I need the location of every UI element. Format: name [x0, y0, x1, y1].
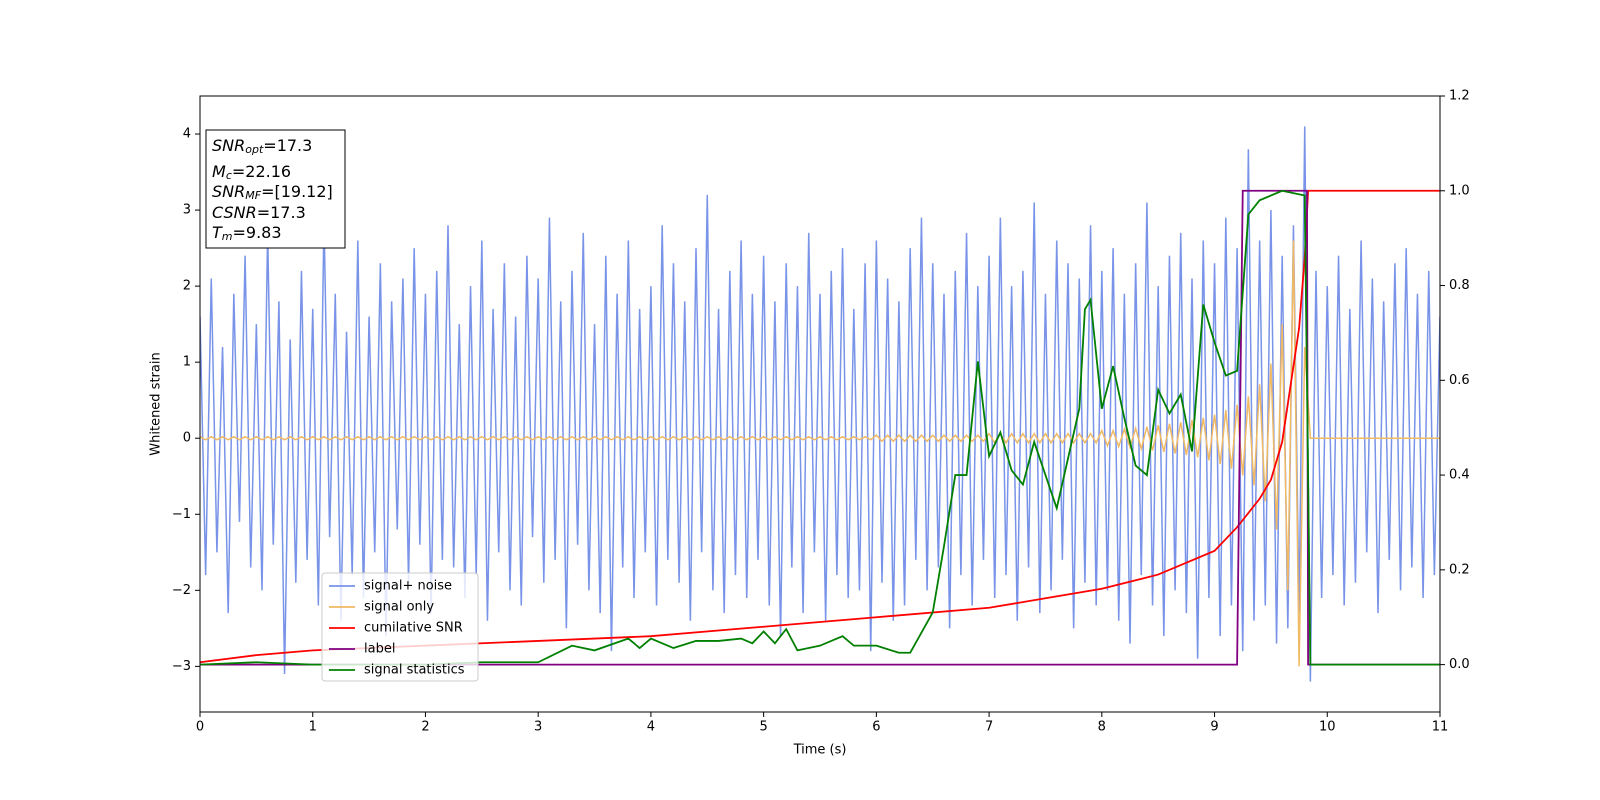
x-tick-label: 9: [1210, 720, 1218, 735]
y2-tick-label: 0.6: [1449, 373, 1470, 388]
legend-label: signal statistics: [364, 663, 465, 678]
annotation: SNRMF=[19.12]: [212, 182, 333, 203]
legend-label: label: [364, 642, 395, 657]
annotation-subscript: opt: [245, 143, 264, 156]
x-tick-label: 11: [1432, 720, 1449, 735]
x-tick-label: 0: [196, 720, 204, 735]
x-tick-label: 2: [421, 720, 429, 735]
x-axis-label: Time (s): [793, 743, 847, 758]
x-tick-label: 10: [1319, 720, 1336, 735]
series-line: [200, 189, 1440, 666]
plot-area: [200, 126, 1440, 682]
x-tick-label: 5: [759, 720, 767, 735]
legend: signal+ noise signal only cumilative SNR la…: [321, 572, 479, 682]
y-tick-label: 0: [183, 431, 191, 446]
annotation-frame: [205, 129, 346, 249]
y2-tick-label: 1.0: [1449, 183, 1470, 198]
y-tick-label: 3: [183, 203, 191, 218]
annotation-symbol: M: [212, 162, 226, 181]
annotation-subscript: MF: [245, 189, 261, 202]
annotation-subscript: c: [226, 169, 232, 182]
x-tick-label: 6: [872, 720, 880, 735]
series-line: [200, 126, 1440, 682]
annotation: SNRopt=17.3: [212, 136, 312, 157]
legend-label: signal only: [364, 600, 434, 615]
y-tick-label: 4: [183, 127, 191, 142]
series-line: [200, 189, 1440, 664]
annotation: CSNR=17.3: [212, 203, 306, 222]
annotation-symbol: SNR: [212, 182, 245, 201]
y2-tick-label: 0.4: [1449, 468, 1470, 483]
annotation-subscript: m: [222, 230, 233, 243]
plot-frame: [199, 95, 1441, 713]
legend-frame: [321, 572, 479, 682]
legend-label: cumilative SNR: [364, 621, 463, 636]
y2-tick-label: 0.8: [1449, 278, 1470, 293]
annotation-value: =22.16: [232, 162, 291, 181]
y-tick-label: 1: [183, 355, 191, 370]
annotation-value: =17.3: [257, 203, 306, 222]
x-tick-label: 7: [985, 720, 993, 735]
x-tick-label: 8: [1098, 720, 1106, 735]
x-tick-label: 3: [534, 720, 542, 735]
x-tick-label: 4: [647, 720, 655, 735]
annotation: Mc=22.16: [212, 162, 291, 183]
annotation: Tm=9.83: [212, 223, 282, 244]
y-axis-label: Whitened strain: [149, 352, 164, 455]
y-tick-label: −3: [172, 659, 191, 674]
x-tick-label: 1: [309, 720, 317, 735]
annotation-value: =9.83: [233, 223, 282, 242]
y-tick-label: −1: [172, 507, 191, 522]
annotation-value: =17.3: [263, 136, 312, 155]
y2-tick-label: 0.2: [1449, 562, 1470, 577]
annotation-symbol: CSNR: [212, 203, 257, 222]
y2-tick-label: 0.0: [1449, 657, 1470, 672]
series-line: [200, 240, 1440, 667]
annotation-value: =[19.12]: [261, 182, 333, 201]
y2-tick-label: 1.2: [1449, 89, 1470, 104]
annotation-symbol: SNR: [212, 136, 245, 155]
y-tick-label: 2: [183, 279, 191, 294]
annotation-symbol: T: [212, 223, 223, 242]
annotation-box: SNRopt=17.3Mc=22.16SNRMF=[19.12]CSNR=17.…: [205, 129, 346, 249]
legend-label: signal+ noise: [364, 579, 452, 594]
y-tick-label: −2: [172, 583, 191, 598]
